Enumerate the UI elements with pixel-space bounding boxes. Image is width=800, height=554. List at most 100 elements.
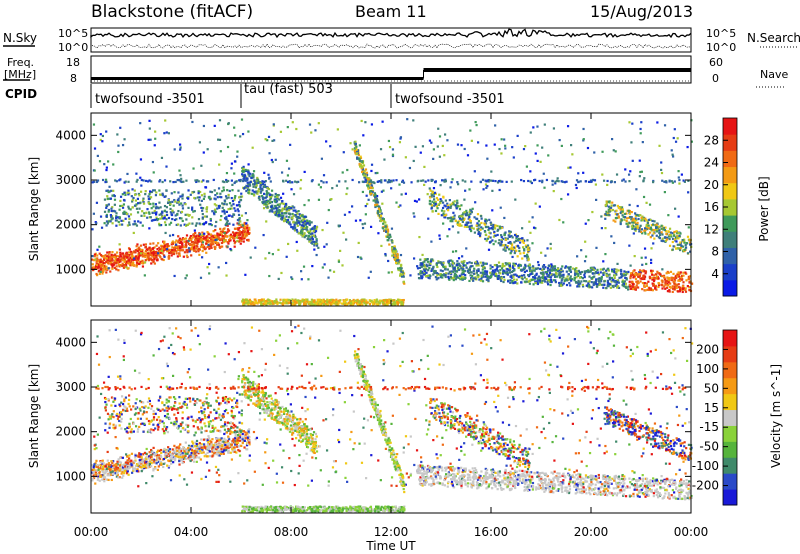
- range-cell: [432, 148, 435, 151]
- range-cell: [525, 277, 528, 281]
- range-cell: [480, 274, 483, 277]
- range-cell: [431, 210, 434, 213]
- range-cell: [197, 250, 200, 253]
- range-cell: [509, 279, 512, 282]
- range-cell: [470, 209, 473, 212]
- range-cell: [556, 177, 559, 180]
- range-cell: [657, 282, 661, 285]
- range-cell: [228, 207, 232, 210]
- range-cell: [681, 274, 684, 277]
- range-cell: [500, 240, 503, 243]
- range-cell: [118, 248, 122, 251]
- range-cell: [260, 181, 263, 184]
- range-cell: [178, 217, 182, 220]
- range-cell: [106, 251, 109, 254]
- range-cell: [209, 242, 212, 245]
- range-cell: [610, 280, 613, 283]
- range-cell: [631, 227, 634, 230]
- range-cell: [216, 242, 219, 245]
- range-cell: [133, 204, 137, 207]
- range-cell: [179, 246, 182, 250]
- range-cell: [171, 242, 175, 245]
- range-cell: [476, 229, 479, 232]
- range-cell: [656, 121, 659, 124]
- range-cell: [291, 277, 294, 281]
- range-cell: [355, 148, 358, 151]
- range-cell: [115, 251, 119, 254]
- range-cell: [267, 302, 270, 305]
- range-cell: [385, 301, 388, 304]
- range-cell: [635, 219, 638, 222]
- range-cell: [127, 259, 130, 262]
- range-cell: [356, 255, 360, 259]
- range-cell: [310, 301, 313, 304]
- range-cell: [301, 214, 304, 218]
- range-cell: [493, 263, 496, 267]
- range-cell: [242, 170, 246, 173]
- range-cell: [360, 301, 363, 304]
- range-cell: [145, 252, 148, 256]
- range-cell: [652, 242, 655, 245]
- range-cell: [624, 273, 627, 276]
- range-cell: [371, 186, 374, 190]
- range-cell: [661, 280, 664, 284]
- range-cell: [242, 165, 245, 168]
- range-cell: [634, 277, 638, 281]
- range-cell: [196, 196, 199, 199]
- range-cell: [402, 301, 405, 304]
- range-cell: [643, 277, 646, 281]
- range-cell: [359, 155, 362, 158]
- range-cell: [167, 201, 170, 204]
- range-cell: [639, 127, 642, 131]
- range-cell: [453, 268, 457, 271]
- range-cell: [612, 278, 615, 281]
- range-cell: [641, 141, 644, 144]
- range-cell: [235, 236, 238, 239]
- range-cell: [171, 217, 174, 221]
- range-cell: [400, 193, 403, 196]
- range-cell: [666, 276, 669, 279]
- range-cell: [593, 272, 596, 275]
- range-cell: [667, 214, 670, 217]
- range-cell: [453, 272, 456, 276]
- range-cell: [531, 242, 534, 245]
- range-cell: [282, 215, 285, 218]
- range-cell: [140, 251, 143, 254]
- range-cell: [424, 275, 428, 278]
- range-cell: [423, 258, 426, 261]
- range-cell: [468, 269, 471, 272]
- range-cell: [141, 253, 144, 256]
- range-cell: [577, 281, 580, 284]
- range-cell: [123, 199, 126, 202]
- range-cell: [99, 268, 103, 271]
- range-cell: [687, 277, 691, 280]
- range-cell: [316, 298, 319, 301]
- range-cell: [576, 255, 579, 258]
- range-cell: [553, 265, 557, 268]
- range-cell: [247, 185, 250, 188]
- range-cell: [191, 206, 194, 209]
- range-cell: [171, 200, 174, 203]
- range-cell: [185, 244, 188, 247]
- range-cell: [291, 121, 294, 124]
- range-cell: [318, 298, 321, 301]
- range-cell: [500, 275, 503, 279]
- range-cell: [121, 193, 124, 196]
- range-cell: [591, 286, 594, 289]
- range-cell: [120, 219, 123, 222]
- range-cell: [303, 170, 306, 174]
- range-cell: [669, 282, 672, 285]
- range-cell: [237, 222, 240, 225]
- range-cell: [399, 136, 403, 139]
- range-cell: [456, 199, 459, 202]
- range-cell: [386, 228, 390, 231]
- range-cell: [634, 288, 637, 291]
- range-cell: [240, 192, 243, 195]
- range-cell: [399, 137, 402, 140]
- range-cell: [314, 243, 317, 246]
- range-cell: [208, 223, 211, 226]
- range-cell: [383, 158, 386, 161]
- range-cell: [397, 262, 400, 265]
- range-cell: [523, 280, 527, 283]
- nave-label: Nave: [760, 68, 788, 81]
